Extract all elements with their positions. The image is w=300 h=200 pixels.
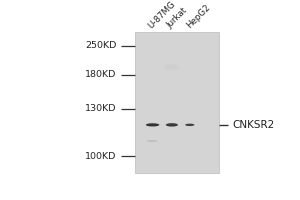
Text: CNKSR2: CNKSR2	[233, 120, 275, 130]
Ellipse shape	[185, 124, 194, 126]
Text: 130KD: 130KD	[85, 104, 117, 113]
Text: HepG2: HepG2	[184, 3, 212, 30]
Text: Jurkat: Jurkat	[165, 6, 189, 30]
Ellipse shape	[146, 123, 159, 126]
Text: 250KD: 250KD	[85, 41, 117, 50]
Ellipse shape	[164, 64, 179, 70]
Ellipse shape	[168, 124, 174, 125]
Ellipse shape	[146, 140, 158, 142]
Ellipse shape	[148, 124, 154, 125]
Text: U-87MG: U-87MG	[146, 0, 177, 30]
Ellipse shape	[187, 124, 191, 125]
Bar	[135, 32, 219, 173]
Text: 100KD: 100KD	[85, 152, 117, 161]
Text: 180KD: 180KD	[85, 70, 117, 79]
Ellipse shape	[166, 123, 178, 127]
